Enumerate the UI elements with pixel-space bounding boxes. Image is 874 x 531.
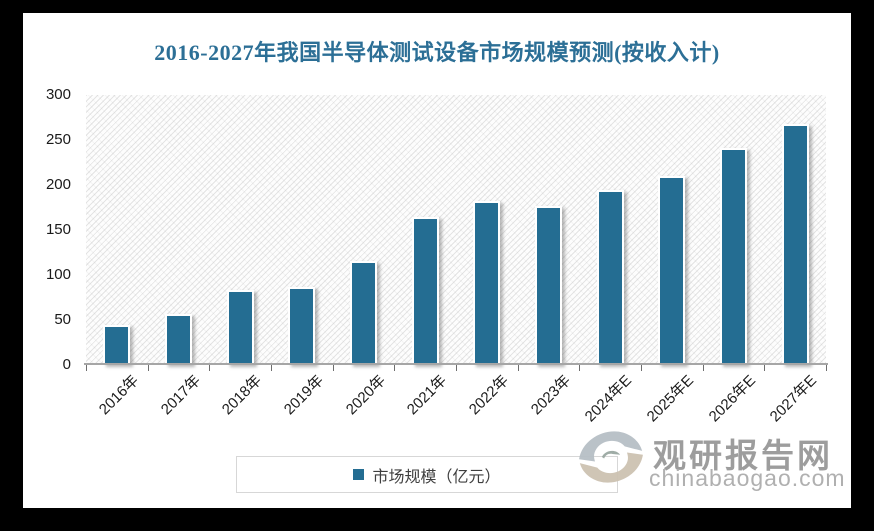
chart-title: 2016-2027年我国半导体测试设备市场规模预测(按收入计) (154, 40, 720, 65)
bar-2026年E (720, 148, 747, 365)
y-tick-label-0: 0 (62, 356, 71, 373)
x-axis-tick (147, 365, 149, 371)
bar-2020年 (350, 260, 377, 365)
watermark-site-url: chinabaogao.com (649, 465, 846, 491)
plot-area (86, 95, 826, 365)
x-axis-tick (456, 365, 457, 371)
chart-canvas: 2016-2027年我国半导体测试设备市场规模预测(按收入计) 0 50 100 15… (23, 13, 851, 508)
legend-label: 市场规模（亿元） (372, 468, 501, 486)
bar-2022年 (473, 201, 501, 365)
y-tick-label-300: 300 (45, 86, 71, 103)
bar-2027年E (781, 123, 809, 365)
x-axis-tick (271, 365, 272, 371)
x-axis-line (84, 363, 828, 365)
bar-2018年 (226, 290, 254, 365)
y-tick-label-100: 100 (45, 266, 71, 283)
legend-marker-square (353, 469, 365, 480)
bar-2021年 (411, 217, 439, 365)
x-axis-tick (394, 365, 396, 371)
y-tick-label-200: 200 (45, 176, 71, 193)
legend: 市场规模（亿元） (236, 456, 618, 493)
x-axis-tick (702, 365, 704, 371)
bar-2017年 (165, 313, 192, 365)
x-axis-tick (579, 365, 581, 371)
y-tick-label-50: 50 (54, 311, 71, 328)
x-axis-tick (86, 365, 87, 371)
y-tick-label-250: 250 (45, 131, 71, 148)
x-axis-tick (209, 365, 211, 371)
bar-2016年 (103, 324, 131, 365)
bar-2023年 (535, 205, 562, 365)
x-axis-tick (764, 365, 766, 371)
bar-2019年 (288, 286, 316, 365)
x-axis-tick (641, 365, 642, 371)
bar-2025年E (658, 176, 686, 365)
x-axis-tick (332, 365, 334, 371)
x-axis-tick (517, 365, 519, 371)
y-tick-label-150: 150 (45, 221, 71, 238)
bars-layer (86, 95, 826, 365)
x-axis-tick (826, 365, 827, 371)
swirl-logo-icon (579, 431, 643, 483)
bar-2024年E (596, 190, 624, 365)
watermark-site-name: 观研报告网 (653, 437, 833, 474)
